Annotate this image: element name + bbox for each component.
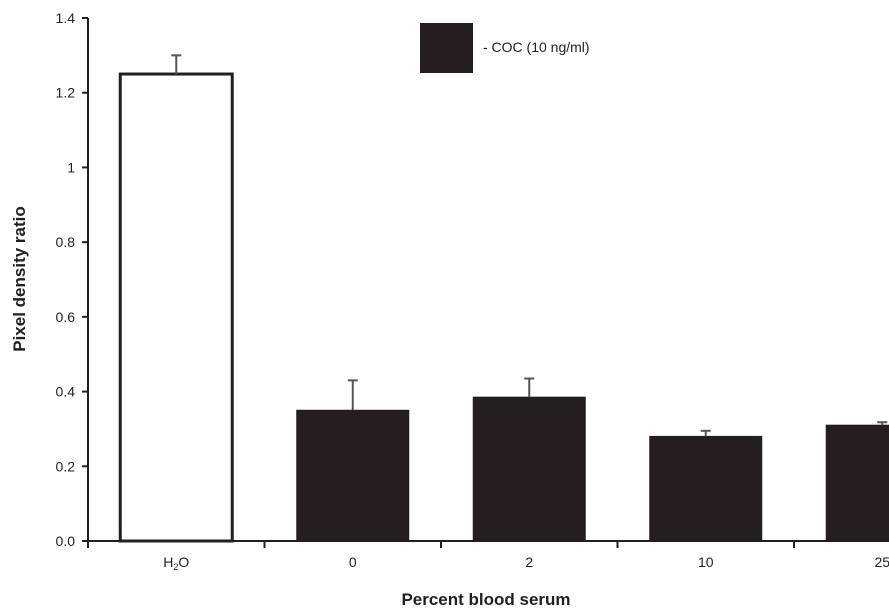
bar-4 [825,424,889,542]
bar-1 [296,409,410,542]
x-tick-label-3: 10 [698,554,714,570]
y-tick-label: 0.4 [56,384,76,400]
x-tick-label-4: 25 [874,554,889,570]
x-axis-title: Percent blood serum [401,590,570,609]
y-ticks: 0.0 0.2 0.4 0.6 0.8 1 1.2 1.4 [56,10,88,549]
y-tick-label: 0.0 [56,533,76,549]
legend-label: - COC (10 ng/ml) [483,39,590,55]
legend-swatch [420,23,473,73]
x-tick-labels: H2O 0 2 10 25 [163,554,889,572]
y-tick-label: 1 [67,159,75,175]
y-tick-label: 1.2 [56,85,76,101]
bar-3 [649,435,763,542]
x-ticks [87,541,795,548]
x-tick-label-2: 2 [525,554,533,570]
y-tick-label: 0.6 [56,309,76,325]
error-bars [171,54,888,437]
x-tick-label-0: H2O [163,554,189,572]
bars [118,72,889,543]
bar-0 [118,72,234,543]
y-tick-label: 0.2 [56,458,76,474]
x-tick-label-1: 0 [349,554,357,570]
legend: - COC (10 ng/ml) [408,18,743,84]
y-tick-label: 1.4 [56,10,76,26]
y-tick-label: 0.8 [56,234,76,250]
y-axis-title: Pixel density ratio [10,206,29,352]
bar-2 [472,396,586,542]
